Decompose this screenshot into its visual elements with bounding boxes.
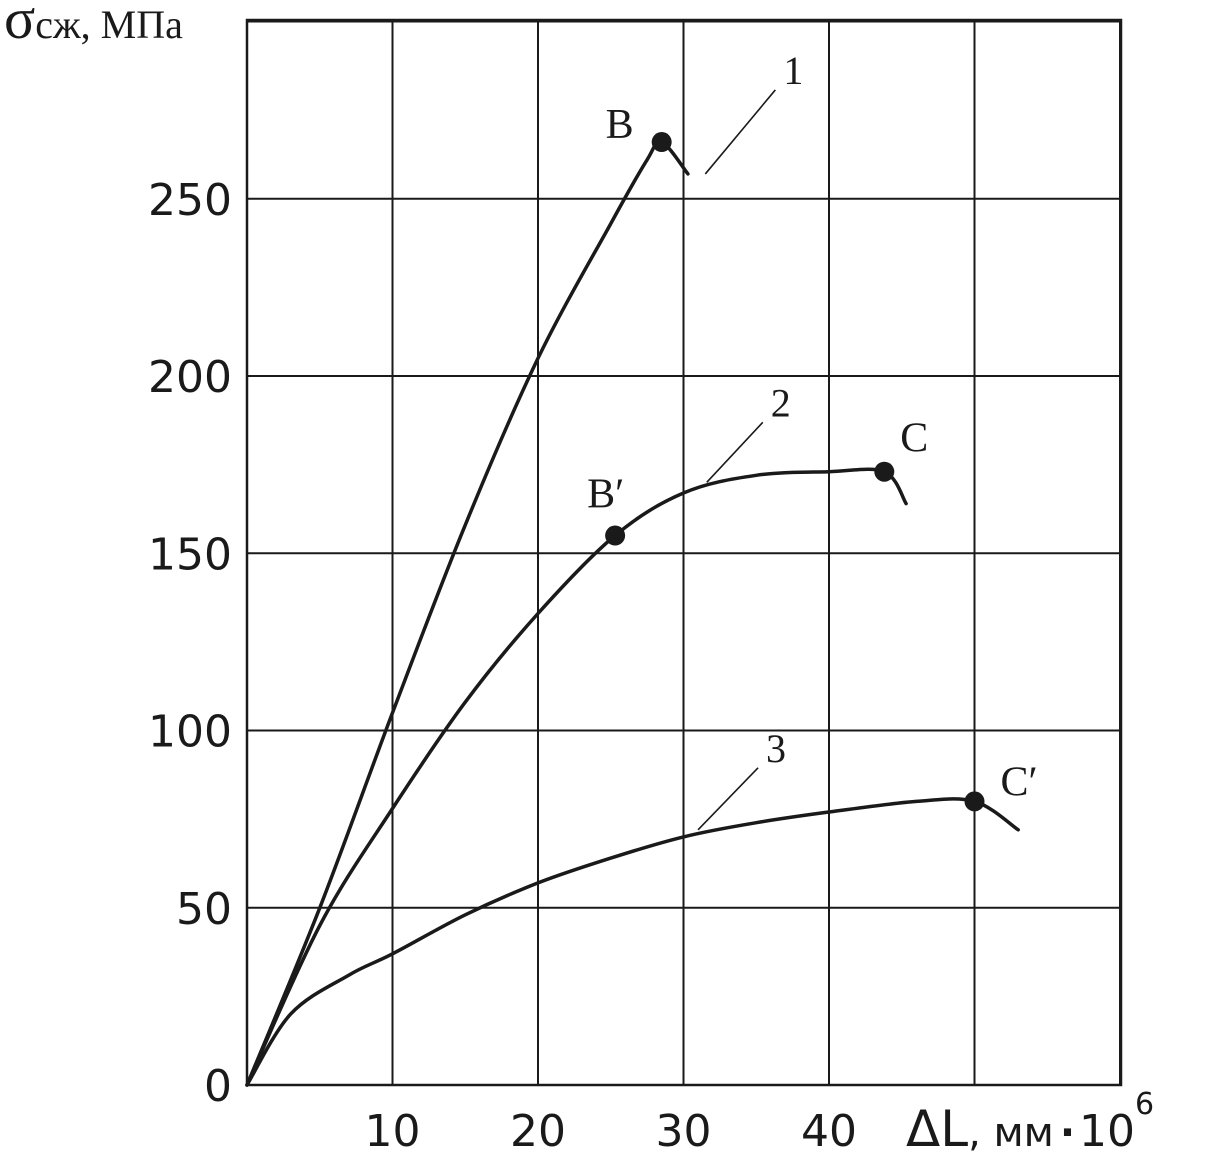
- plot-border: [245, 18, 1123, 1087]
- point-markers: B B′ C C′: [587, 102, 1038, 812]
- point-marker: [964, 791, 985, 812]
- point-label: C′: [1001, 759, 1038, 805]
- curves: [245, 139, 1020, 1087]
- grid: [247, 20, 1121, 1085]
- y-axis-title: σсж, МПа: [4, 0, 183, 51]
- tick-labels: 0 50 100 150 200 250 10 20 30 40: [148, 175, 857, 1156]
- curve-leader: [697, 767, 759, 831]
- y-tick-label: 100: [148, 707, 232, 758]
- plot-frame: [245, 18, 1123, 1087]
- y-tick-label: 0: [204, 1061, 232, 1112]
- point-label: C: [900, 416, 928, 462]
- curve-label: 2: [771, 380, 791, 425]
- curve-leader: [704, 89, 776, 175]
- point-label: B: [606, 102, 634, 148]
- x-axis-title: ΔL, мм ·106: [906, 1087, 1154, 1156]
- point-marker: [605, 525, 626, 546]
- y-tick-label: 150: [148, 529, 232, 580]
- curve-3: [245, 797, 1020, 1087]
- curve-leader: [706, 421, 764, 483]
- curve-1: [245, 139, 690, 1087]
- curve-label: 1: [783, 48, 803, 93]
- y-tick-label: 250: [148, 175, 232, 226]
- curve-leaders: 1 2 3: [697, 48, 803, 831]
- x-tick-label: 40: [801, 1106, 857, 1156]
- x-tick-label: 30: [656, 1106, 712, 1156]
- y-tick-label: 50: [176, 884, 232, 935]
- point-marker: [874, 461, 895, 482]
- x-tick-label: 10: [365, 1106, 421, 1156]
- point-label: B′: [587, 472, 624, 518]
- x-tick-label: 20: [510, 1106, 566, 1156]
- curve-label: 3: [766, 726, 786, 771]
- y-tick-label: 200: [148, 352, 232, 403]
- point-marker: [651, 132, 672, 153]
- curve-2: [245, 467, 908, 1087]
